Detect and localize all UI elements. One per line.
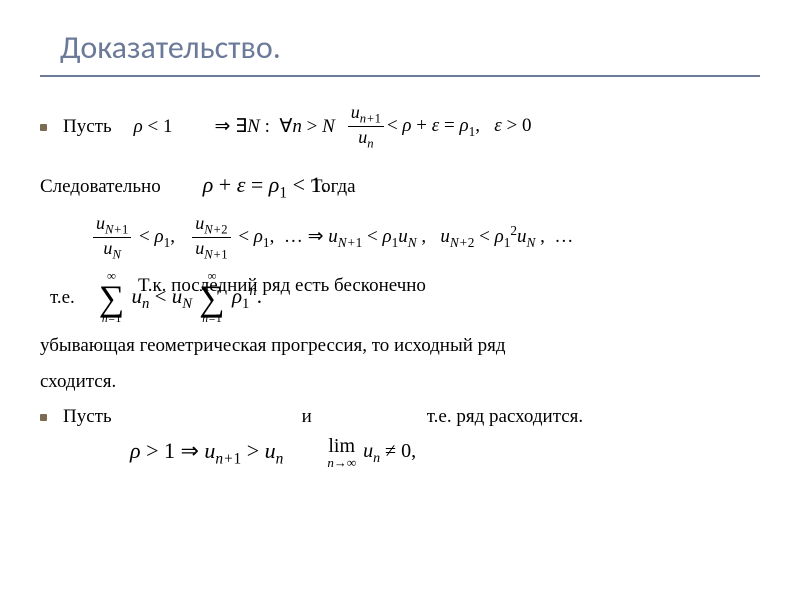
math-lim: lim n→∞ un ≠ 0, [325,436,416,469]
text-let-2: Пусть [63,403,112,431]
square-bullet-icon [40,124,47,131]
text-ie: т.е. [50,284,75,312]
math-rho-lt-1: ρ < 1 [134,113,173,141]
text-then: Тогда [311,173,356,201]
line-5: убывающая геометрическая прогрессия, то … [40,332,760,360]
text-geo-line: убывающая геометрическая прогрессия, то … [40,332,506,360]
text-let: Пусть [63,113,112,141]
text-converges: сходится. [40,368,116,396]
line-7: Пусть и т.е. ряд расходится. [40,403,760,431]
line-2: Следовательно ρ + ε = ρ1 < 1. Тогда [40,169,760,205]
line-7b: ρ > 1 ⇒ un+1 > un lim n→∞ un ≠ 0, [130,435,760,471]
line-1: Пусть ρ < 1 ⇒ ∃N : ∀n > N un+1 un < ρ + … [40,103,760,151]
math-exists-n: ⇒ ∃N : ∀n > N [214,113,334,141]
text-and: и [302,403,312,431]
math-rho-gt-1: ρ > 1 ⇒ un+1 > un [130,435,283,471]
math-rho-eps-eq: ρ + ε = ρ1 < 1. [203,169,327,205]
slide: Доказательство. Пусть ρ < 1 ⇒ ∃N : ∀n > … [0,0,800,600]
square-bullet-icon [40,414,47,421]
text-hence: Следовательно [40,173,161,201]
math-chain: uN+1 uN < ρ1, uN+2 uN+1 < ρ1, … ⇒ uN+1 <… [90,214,573,262]
line-3: uN+1 uN < ρ1, uN+2 uN+1 < ρ1, … ⇒ uN+1 <… [90,214,760,262]
slide-title: Доказательство. [40,28,760,67]
slide-body: Пусть ρ < 1 ⇒ ∃N : ∀n > N un+1 un < ρ + … [40,103,760,470]
math-ratio-frac: un+1 un [345,103,387,151]
text-diverges: т.е. ряд расходится. [427,403,583,431]
line-4: т.е. ∞ ∑ n=1 un < uN ∞ ∑ n=1 ρ1n. Т.к. п… [40,270,760,326]
text-since-tail: Т.к. последний ряд есть бесконечно [138,272,426,300]
line-6: сходится. [40,368,760,396]
title-rule: Доказательство. [40,28,760,77]
math-lt-rho-eps: < ρ + ε = ρ1, ε > 0 [387,112,532,141]
